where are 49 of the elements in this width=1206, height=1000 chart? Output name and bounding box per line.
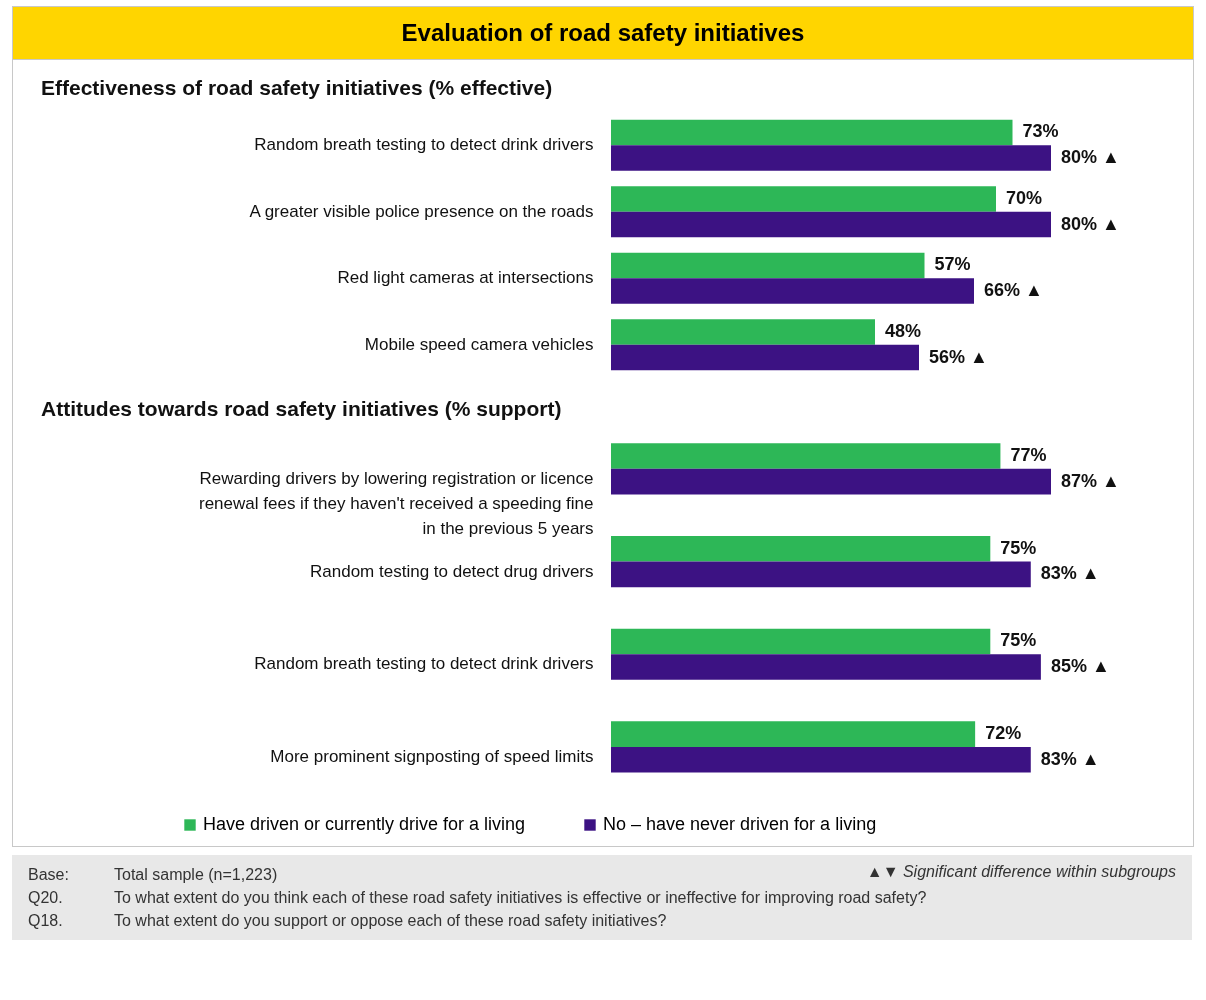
bar [611,278,974,304]
data-label: 75% [1000,537,1037,558]
data-label: 72% [985,723,1022,744]
y-tick-label: More prominent signposting of speed limits [270,747,594,767]
y-tick-label: Random testing to detect drug drivers [310,561,594,581]
bar [611,186,996,212]
data-label: 75% [1000,630,1037,651]
text: Q18. To what extent do you support or oppose each of these road safety initiatives? [28,912,667,929]
data-label: 83% ▲ [1040,563,1100,584]
text: Effectiveness of road safety initiatives (% effective) [41,76,553,99]
bar [611,443,1001,469]
bar [611,561,1031,588]
bar [611,145,1051,171]
bar [611,721,976,747]
data-label: 80% ▲ [1061,213,1120,234]
y-tick-label: Red light cameras at intersections [337,268,594,288]
text: Attitudes towards road safety initiatives (% support) [41,397,562,420]
bar [611,252,925,279]
data-label: 66% ▲ [984,280,1043,301]
bar [611,319,875,345]
bar [611,344,919,371]
data-label: 87% ▲ [1061,470,1120,491]
y-tick-label: Random breath testing to detect drink drivers [254,654,594,674]
bar [611,468,1051,495]
chart-title: Evaluation of road safety initiatives [13,7,1193,60]
data-label: 80% ▲ [1061,147,1120,168]
data-label: 57% [934,254,971,275]
legend-label: No – have never driven for a living [603,814,877,834]
data-label: 70% [1006,187,1043,208]
data-label: 85% ▲ [1050,656,1110,677]
bar [611,119,1013,146]
bar [611,746,1031,773]
data-label: 77% [1010,445,1047,466]
data-label: 83% ▲ [1040,748,1100,769]
text: Q20. To what extent do you think each of these road safety initiatives is effective or ineffective for improving road safety? [28,889,927,906]
data-label: 48% [885,320,922,341]
y-tick-label: Random breath testing to detect drink drivers [254,135,594,155]
data-label: 56% ▲ [929,346,988,367]
bar [611,535,991,562]
text: Base: Total sample (n=1,223) [28,866,278,883]
bar [611,211,1051,238]
y-tick-label: A greater visible police presence on the roads [249,201,594,221]
text: ▲▼ Significant difference within subgroups [866,863,1176,881]
y-tick-label: Rewarding drivers by lowering registration or licence renewal fees if they haven't received a speeding fine in the previous 5 years [199,468,594,538]
data-label: 73% [1022,121,1059,142]
y-tick-label: Mobile speed camera vehicles [364,334,594,354]
bar [611,628,991,655]
bar [611,654,1041,680]
legend-label: Have driven or currently drive for a living [203,814,526,834]
